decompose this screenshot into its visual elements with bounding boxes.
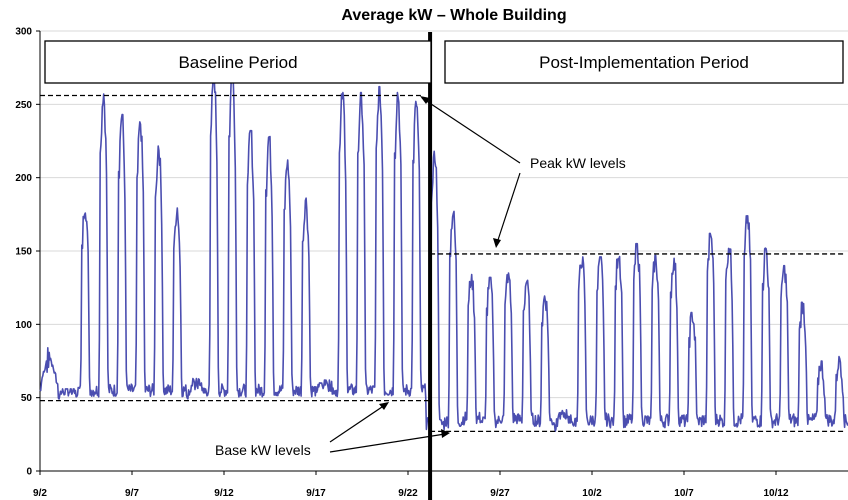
annotation-arrows: [329, 96, 521, 453]
y-tick-label: 100: [15, 320, 32, 331]
y-tick-label: 300: [15, 27, 32, 38]
x-tick-label: 10/2: [582, 488, 602, 499]
post-period-box: [444, 40, 844, 84]
baseline-period-label: Baseline Period: [178, 53, 297, 72]
baseline-period-box: [44, 40, 432, 84]
base-arrow-baseline: [329, 404, 386, 443]
x-tick-label: 9/27: [490, 488, 510, 499]
y-tick-label: 250: [15, 100, 32, 111]
chart-title: Average kW – Whole Building: [341, 7, 566, 24]
x-axis-ticks: 9/2 9/7 9/12 9/17 9/22 9/27 10/2 10/7 10/12: [33, 471, 789, 499]
y-tick-label: 150: [15, 247, 32, 258]
x-tick-label: 9/17: [306, 488, 326, 499]
peak-arrowhead-post: [493, 238, 501, 248]
x-tick-label: 9/2: [33, 488, 47, 499]
whole-building-kw-series: [39, 71, 848, 432]
grid-lines: [40, 30, 848, 399]
x-tick-label: 9/12: [214, 488, 234, 499]
x-tick-label: 10/7: [674, 488, 694, 499]
peak-arrow-post: [496, 172, 521, 244]
base-arrow-post: [329, 433, 446, 453]
x-tick-label: 9/22: [398, 488, 418, 499]
base-arrowhead-baseline: [379, 402, 389, 410]
x-tick-label: 9/7: [125, 488, 139, 499]
peak-arrowhead-baseline: [420, 96, 430, 104]
base-kw-label: Base kW levels: [215, 442, 311, 458]
y-tick-label: 50: [21, 393, 33, 404]
y-tick-label: 200: [15, 173, 32, 184]
reference-lines: [40, 94, 846, 433]
base-arrowhead-post: [441, 429, 450, 438]
y-axis-ticks: 0 50 100 150 200 250 300: [15, 27, 40, 478]
peak-arrow-baseline: [421, 97, 521, 164]
y-tick-label: 0: [26, 467, 32, 478]
peak-kw-label: Peak kW levels: [530, 155, 626, 171]
post-period-label: Post-Implementation Period: [539, 53, 749, 72]
x-tick-label: 10/12: [763, 488, 788, 499]
